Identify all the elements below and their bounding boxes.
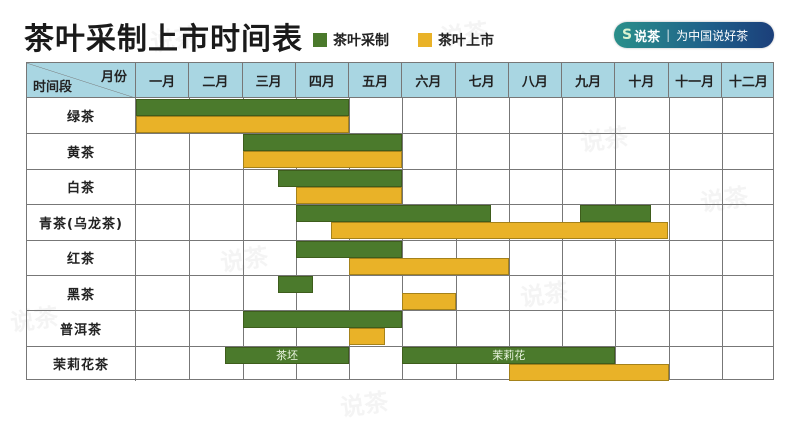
brand-name: 说茶 [634, 29, 661, 45]
watermark: 说茶 [338, 382, 390, 423]
month-header: 四月 [296, 63, 349, 98]
bar-picking [295, 240, 403, 258]
month-header: 一月 [136, 63, 190, 98]
legend-item-market: 茶叶上市 [418, 30, 494, 50]
legend-label: 茶叶采制 [333, 33, 389, 49]
grid-line [136, 345, 773, 347]
bar-picking: 茉莉花 [402, 346, 616, 364]
gantt-table: 月份 时间段 一月 二月 三月 四月 五月 六月 七月 八月 九月 十月 十一月 十二月 绿茶 黄茶 白茶… [26, 62, 774, 382]
row-label: 普洱茶 [27, 310, 136, 346]
bar-picking [136, 99, 349, 116]
header-row [27, 63, 773, 98]
bar-picking [295, 205, 492, 223]
grid-line [136, 168, 773, 170]
chart-title: 茶叶采制上市时间表 [24, 22, 303, 57]
bar-market [402, 293, 456, 310]
month-header: 五月 [349, 63, 403, 98]
grid-line [189, 98, 191, 379]
row-label: 绿茶 [27, 98, 136, 134]
grid-line [136, 275, 773, 276]
bar-market [508, 363, 669, 381]
row-label: 红茶 [27, 239, 136, 275]
row-label: 黄茶 [27, 133, 136, 169]
grid-line [136, 239, 773, 241]
bar-picking: 茶坯 [224, 346, 349, 364]
month-header: 九月 [562, 63, 616, 98]
grid-line [136, 310, 773, 312]
legend-swatch-green [313, 33, 327, 47]
month-header: 十二月 [728, 75, 768, 90]
bar-market [349, 257, 509, 275]
bar-picking [242, 311, 403, 329]
row-label: 黑茶 [27, 275, 136, 311]
corner-cell: 月份 时间段 [27, 63, 136, 98]
grid-line [242, 98, 244, 379]
bar-market [331, 222, 669, 240]
month-header: 八月 [509, 63, 562, 98]
month-header: 十月 [615, 63, 669, 98]
bar-picking [278, 169, 403, 187]
grid-line [668, 98, 670, 379]
bar-picking [278, 276, 314, 293]
grid-line [136, 204, 773, 206]
corner-period-label: 时间段 [33, 80, 73, 95]
bar-picking [579, 205, 651, 223]
month-header: 七月 [456, 63, 509, 98]
legend-swatch-yellow [418, 33, 432, 47]
brand-badge: S 说茶 | 为中国说好茶 [614, 22, 774, 48]
row-label: 青茶(乌龙茶) [27, 204, 136, 240]
legend-label: 茶叶上市 [438, 33, 494, 49]
month-header: 二月 [189, 63, 243, 98]
bar-market [295, 186, 403, 204]
grid-line [295, 98, 297, 379]
month-header: 三月 [243, 63, 296, 98]
legend-item-pick: 茶叶采制 [313, 30, 389, 50]
bar-market [349, 328, 385, 346]
bar-picking [242, 134, 403, 152]
row-label: 茉莉花茶 [27, 345, 136, 382]
brand-logo-icon: S [622, 27, 633, 43]
divider: | [666, 28, 671, 42]
bar-market [242, 151, 403, 169]
brand-slogan: 为中国说好茶 [676, 28, 749, 43]
corner-month-label: 月份 [100, 70, 127, 85]
grid-line [136, 133, 773, 135]
row-label: 白茶 [27, 168, 136, 205]
bar-market [136, 116, 349, 133]
month-header: 十一月 [669, 63, 722, 98]
grid-line [721, 98, 723, 379]
month-header: 六月 [402, 63, 456, 98]
